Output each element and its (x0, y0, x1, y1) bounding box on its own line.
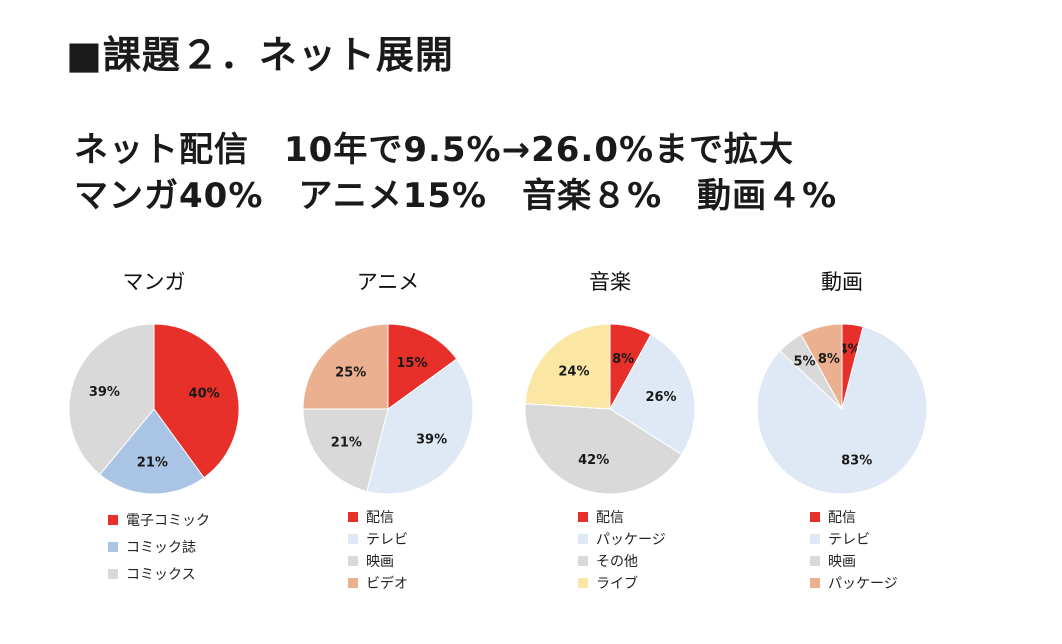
legend-swatch (108, 514, 118, 525)
legend-swatch (810, 512, 820, 522)
pie-slice (68, 323, 155, 476)
legend-label: 映画 (366, 554, 394, 570)
legend-label: ライブ (596, 576, 638, 592)
legend-label: パッケージ (828, 576, 898, 592)
pie-svg: 40% 21% 39% (68, 323, 240, 495)
legend-swatch (578, 534, 588, 544)
legend-swatch (348, 534, 358, 544)
legend-item: その他 (578, 550, 666, 572)
legend-item: 配信 (578, 506, 666, 528)
slice-value-label: 39% (416, 433, 447, 448)
pie-slice (800, 323, 843, 410)
pie-chart-anime: アニメ 15% 39% 21% 25% 配信テレビ映画ビデオ (268, 266, 508, 626)
pie-slice (366, 358, 474, 495)
chart-legend: 配信パッケージその他ライブ (578, 506, 666, 594)
legend-item: コミック誌 (108, 533, 210, 560)
pie-slice (609, 333, 696, 456)
slice-value-label: 8% (818, 352, 840, 367)
pie-slice (387, 323, 458, 410)
pie-slice (302, 408, 389, 492)
legend-label: テレビ (828, 532, 870, 548)
legend-item: コミックス (108, 560, 210, 587)
legend-swatch (348, 578, 358, 588)
slice-value-label: 5% (793, 355, 815, 370)
slice-value-label: 83% (841, 454, 872, 469)
legend-label: 映画 (828, 554, 856, 570)
pie-svg: 8% 26% 42% 24% (524, 323, 696, 495)
pie-slice (524, 323, 611, 410)
legend-item: テレビ (810, 528, 898, 550)
legend-label: その他 (596, 554, 638, 570)
legend-label: 電子コミック (126, 512, 210, 529)
slice-value-label: 24% (558, 365, 589, 380)
legend-item: 電子コミック (108, 506, 210, 533)
legend-label: パッケージ (596, 532, 666, 548)
chart-legend: 配信テレビ映画パッケージ (810, 506, 898, 594)
legend-label: コミック誌 (126, 539, 196, 556)
slice-value-label: 42% (578, 453, 609, 468)
pie-slice (524, 403, 683, 495)
legend-item: パッケージ (810, 572, 898, 594)
chart-title: マンガ (122, 270, 186, 294)
pie-chart-manga: マンガ 40% 21% 39% 電子コミック コミック誌コミックス (34, 266, 274, 626)
headline-line-2: マンガ40% アニメ15% 音楽８% 動画４% (74, 176, 838, 216)
chart-title: 音楽 (589, 270, 631, 294)
chart-title: 動画 (821, 270, 863, 294)
page-title: ■課題２．ネット展開 (66, 33, 454, 77)
legend-swatch (578, 512, 588, 522)
slice-value-label: 8% (612, 352, 634, 367)
legend-item: 配信 (810, 506, 898, 528)
legend-swatch (578, 556, 588, 566)
pie-slice (99, 408, 205, 495)
legend-swatch (108, 541, 118, 552)
slice-value-label: 39% (89, 385, 120, 400)
legend-item: 映画 (810, 550, 898, 572)
pie-svg: 15% 39% 21% 25% (302, 323, 474, 495)
pie-svg: 4% 83% 5% 8% (756, 323, 928, 495)
legend-item: 映画 (348, 550, 408, 572)
legend-label: 配信 (596, 510, 624, 526)
legend-swatch (348, 512, 358, 522)
legend-label: コミックス (126, 566, 196, 583)
legend-swatch (348, 556, 358, 566)
chart-title: アニメ (356, 270, 420, 294)
chart-legend: 電子コミック コミック誌コミックス (108, 506, 210, 587)
legend-item: ビデオ (348, 572, 408, 594)
legend-item: テレビ (348, 528, 408, 550)
pie-slice (756, 326, 928, 495)
legend-swatch (578, 578, 588, 588)
legend-swatch (810, 578, 820, 588)
legend-swatch (108, 568, 118, 579)
slice-value-label: 26% (645, 390, 676, 405)
headline-line-1: ネット配信 10年で9.5%→26.0%まで拡大 (74, 130, 795, 170)
legend-label: 配信 (366, 510, 394, 526)
pie-slice (302, 323, 389, 410)
legend-item: 配信 (348, 506, 408, 528)
legend-label: 配信 (828, 510, 856, 526)
pie-slice (153, 323, 240, 479)
legend-item: パッケージ (578, 528, 666, 550)
legend-item: ライブ (578, 572, 666, 594)
slice-value-label: 40% (189, 387, 220, 402)
slice-value-label: 21% (137, 456, 168, 471)
slice-value-label: 21% (331, 435, 362, 450)
slice-value-label: 15% (396, 356, 427, 371)
legend-swatch (810, 534, 820, 544)
pie-chart-video: 動画 4% 83% 5% 8% 配信テレビ映画パッケージ (722, 266, 962, 626)
chart-legend: 配信テレビ映画ビデオ (348, 506, 408, 594)
slice-value-label: 25% (335, 366, 366, 381)
slice-value-label: 4% (839, 342, 861, 357)
legend-swatch (810, 556, 820, 566)
legend-label: ビデオ (366, 576, 408, 592)
legend-label: テレビ (366, 532, 408, 548)
pie-chart-music: 音楽 8% 26% 42% 24% 配信パッケージその他ライブ (490, 266, 730, 626)
